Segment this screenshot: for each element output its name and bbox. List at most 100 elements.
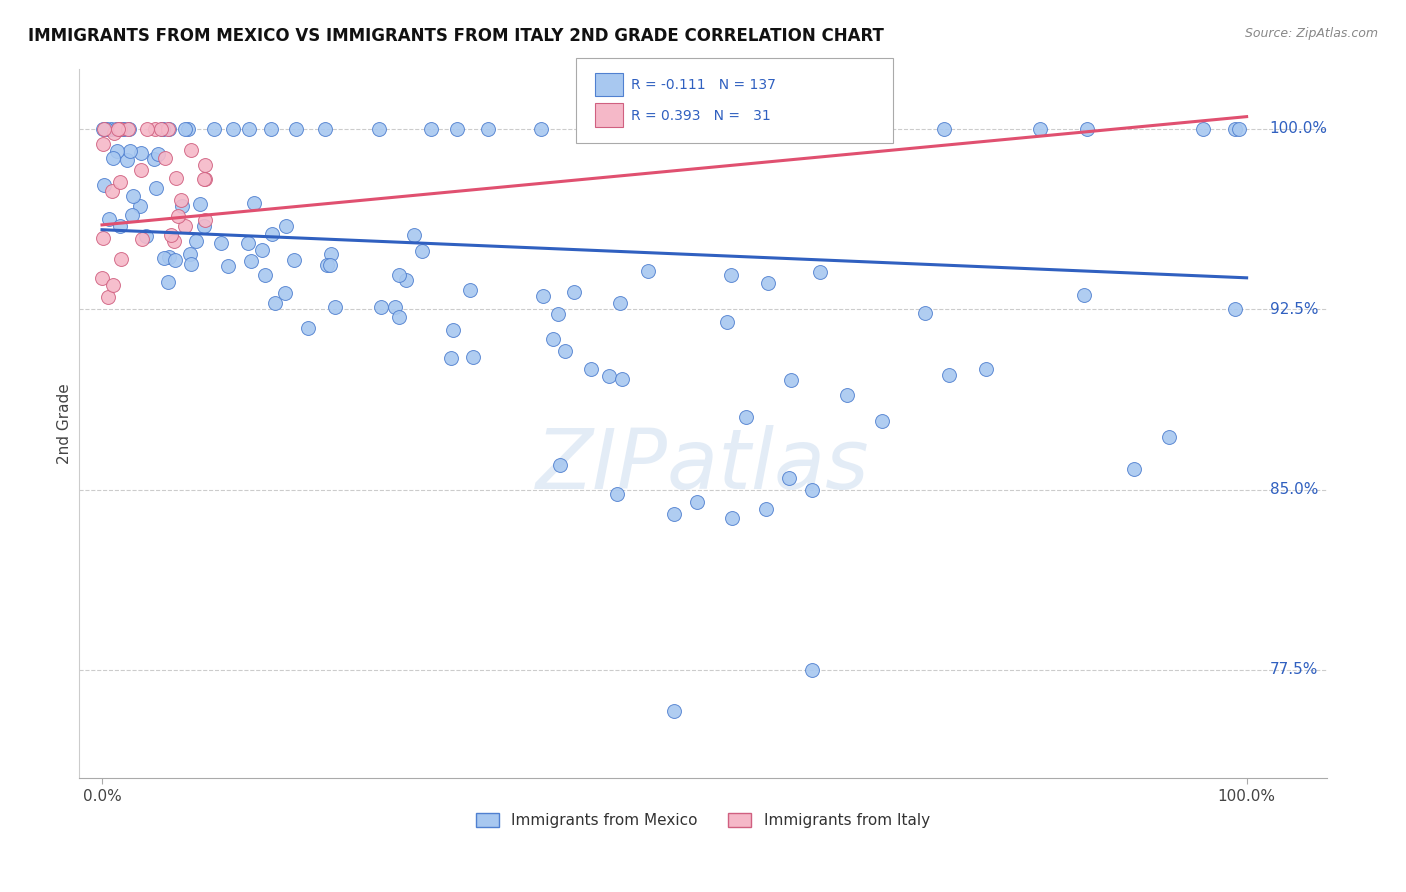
Point xyxy=(91,231,114,245)
Point xyxy=(664,704,686,718)
Point xyxy=(112,121,135,136)
Point xyxy=(129,146,152,161)
Point xyxy=(174,121,197,136)
Point xyxy=(240,254,263,268)
Point xyxy=(152,121,174,136)
Point xyxy=(686,494,709,508)
Point xyxy=(411,244,433,258)
Text: Source: ZipAtlas.com: Source: ZipAtlas.com xyxy=(1244,27,1378,40)
Point xyxy=(170,194,193,208)
Point xyxy=(121,208,143,222)
Point xyxy=(800,663,823,677)
Point xyxy=(402,227,425,242)
Point xyxy=(100,184,122,198)
Point xyxy=(530,121,553,136)
Point xyxy=(194,213,217,227)
Point xyxy=(547,306,569,320)
Point xyxy=(105,144,128,158)
Point xyxy=(174,219,197,233)
Point xyxy=(120,144,142,158)
Point xyxy=(1029,121,1052,136)
Text: 100.0%: 100.0% xyxy=(1270,121,1327,136)
Point xyxy=(554,344,576,359)
Point xyxy=(238,121,260,136)
Point xyxy=(193,172,215,186)
Point xyxy=(167,209,190,223)
Point xyxy=(136,121,159,136)
Point xyxy=(1225,302,1247,317)
Point xyxy=(316,258,339,272)
Point xyxy=(145,181,167,195)
Point xyxy=(679,121,702,136)
Point xyxy=(97,290,120,304)
Point xyxy=(103,126,125,140)
Point xyxy=(129,163,152,178)
Text: 85.0%: 85.0% xyxy=(1270,482,1317,497)
Point xyxy=(735,409,758,424)
Point xyxy=(157,121,180,136)
Point xyxy=(598,368,620,383)
Point xyxy=(276,219,298,234)
Point xyxy=(388,268,411,282)
Point xyxy=(323,300,346,314)
Point xyxy=(143,121,166,136)
Point xyxy=(263,296,285,310)
Point xyxy=(1076,121,1098,136)
Point xyxy=(1073,288,1095,302)
Point xyxy=(440,351,463,366)
Point xyxy=(129,199,152,213)
Text: IMMIGRANTS FROM MEXICO VS IMMIGRANTS FROM ITALY 2ND GRADE CORRELATION CHART: IMMIGRANTS FROM MEXICO VS IMMIGRANTS FRO… xyxy=(28,27,884,45)
Point xyxy=(118,121,141,136)
Point xyxy=(209,236,232,251)
Point xyxy=(110,252,132,267)
Point xyxy=(1159,430,1181,444)
Point xyxy=(609,296,631,310)
Point xyxy=(108,121,131,136)
Point xyxy=(100,121,122,136)
Point xyxy=(170,199,193,213)
Point xyxy=(446,121,468,136)
Point xyxy=(103,278,125,293)
Point xyxy=(839,121,862,136)
Point xyxy=(143,153,166,167)
Point xyxy=(458,283,481,297)
Point xyxy=(180,144,202,158)
Point xyxy=(610,372,633,386)
Point xyxy=(800,483,823,497)
Point xyxy=(153,251,176,265)
Point xyxy=(477,121,499,136)
Point xyxy=(543,332,565,346)
Point xyxy=(531,289,554,303)
Point xyxy=(157,250,180,264)
Text: ZIPatlas: ZIPatlas xyxy=(536,425,870,507)
Point xyxy=(186,235,208,249)
Point xyxy=(93,178,115,192)
Point xyxy=(236,235,259,250)
Point xyxy=(250,243,273,257)
Point xyxy=(318,258,340,272)
Point xyxy=(165,171,187,186)
Point xyxy=(285,121,308,136)
Point xyxy=(101,151,124,165)
Point xyxy=(107,121,129,136)
Point xyxy=(163,234,186,248)
Point xyxy=(91,270,114,285)
Point xyxy=(107,121,129,136)
Point xyxy=(778,470,800,484)
Point xyxy=(160,227,183,242)
Point xyxy=(98,211,121,226)
Point xyxy=(262,227,284,241)
Point xyxy=(932,121,955,136)
Text: R = 0.393   N =   31: R = 0.393 N = 31 xyxy=(631,109,770,123)
Point xyxy=(938,368,960,382)
Point xyxy=(1123,462,1146,476)
Point xyxy=(202,121,225,136)
Point xyxy=(117,121,139,136)
Point xyxy=(314,121,336,136)
Point xyxy=(108,219,131,234)
Point xyxy=(188,197,211,211)
Point xyxy=(297,320,319,334)
Point xyxy=(122,189,145,203)
Point xyxy=(367,121,389,136)
Point xyxy=(779,373,801,387)
